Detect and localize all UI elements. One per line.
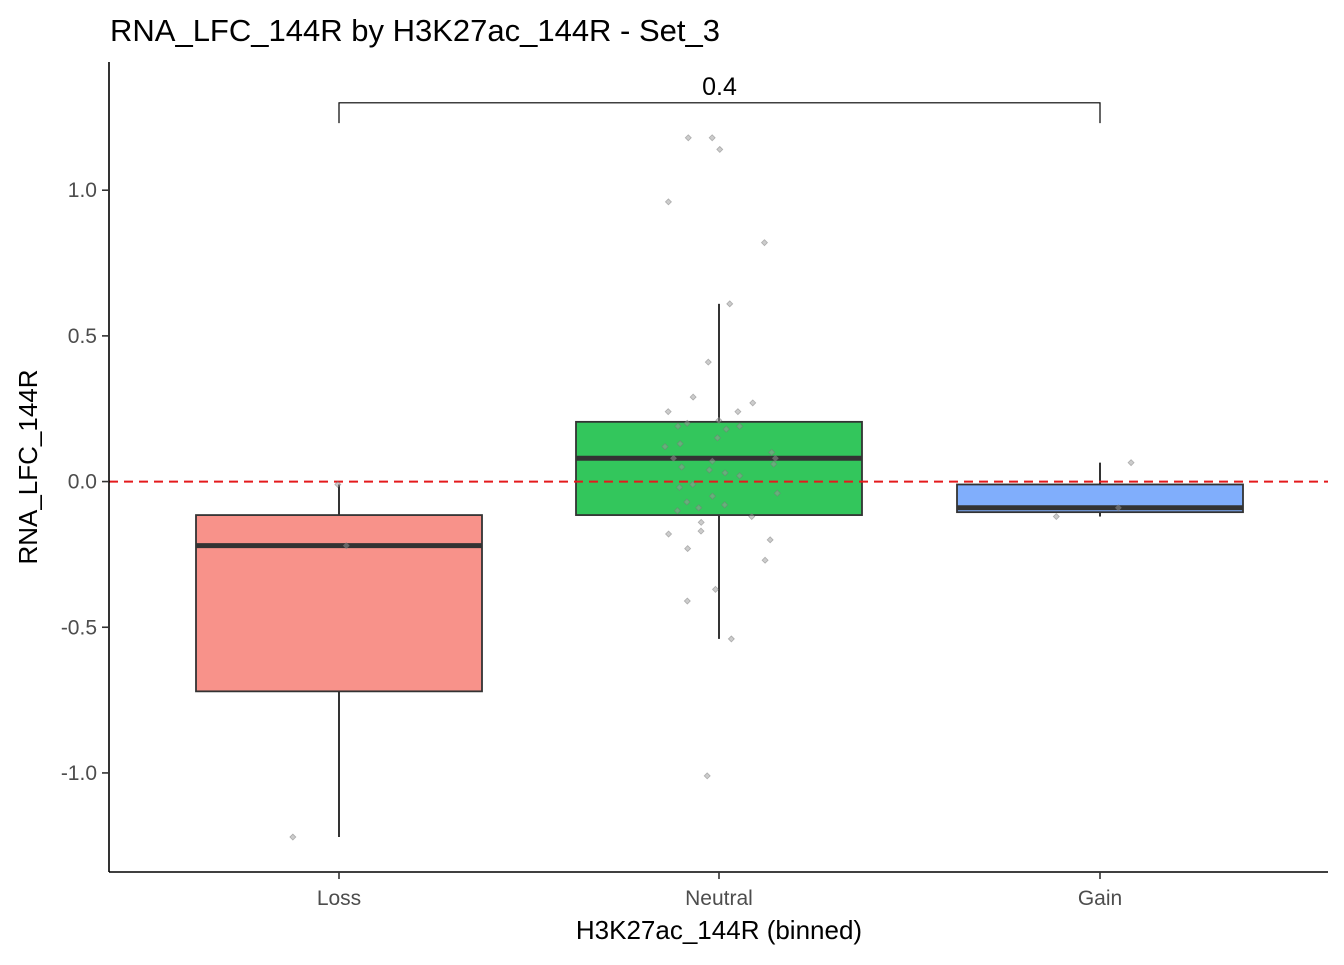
box-rect: [575, 420, 863, 516]
data-point: [716, 145, 724, 153]
data-point: [678, 463, 686, 471]
y-tick-label: 1.0: [68, 179, 97, 202]
x-tick-label: Gain: [1078, 887, 1122, 910]
data-point: [715, 416, 723, 424]
x-axis-title: H3K27ac_144R (binned): [576, 915, 862, 945]
data-point: [773, 489, 781, 497]
data-point: [768, 448, 776, 456]
significance-bracket: [338, 102, 1101, 124]
y-axis-ticks: -1.0 -0.5 0.0 0.5 1.0: [61, 179, 109, 785]
data-point: [1127, 459, 1135, 467]
data-point: [684, 134, 692, 142]
data-point: [683, 498, 691, 506]
y-tick-label: -0.5: [61, 616, 97, 639]
data-point: [736, 472, 744, 480]
data-point: [704, 358, 712, 366]
y-tick-label: -1.0: [61, 762, 97, 785]
significance-label: 0.4: [702, 73, 737, 101]
data-point: [734, 408, 742, 416]
data-point: [664, 408, 672, 416]
data-point: [689, 393, 697, 401]
y-tick-label: 0.5: [68, 325, 97, 348]
data-point: [703, 772, 711, 780]
data-point: [760, 239, 769, 247]
data-point: [766, 536, 774, 544]
data-point: [748, 512, 756, 521]
data-point: [1114, 504, 1122, 512]
box-loss: [195, 484, 483, 838]
x-axis-ticks: Loss Neutral Gain: [317, 872, 1122, 910]
jitter-points: [289, 134, 1135, 841]
data-point: [683, 419, 691, 427]
data-point: [674, 422, 682, 430]
data-point: [676, 440, 684, 448]
box-neutral: [575, 303, 863, 639]
data-point: [761, 556, 769, 564]
data-point: [727, 635, 735, 643]
data-point: [673, 507, 681, 515]
data-point: [697, 518, 705, 526]
data-point: [771, 454, 779, 462]
data-point: [697, 527, 705, 535]
data-point: [669, 454, 678, 462]
chart-title: RNA_LFC_144R by H3K27ac_144R - Set_3: [110, 13, 720, 48]
data-point: [664, 198, 672, 206]
plot-area: 0.4: [109, 73, 1328, 841]
x-tick-label: Loss: [317, 887, 361, 910]
data-point: [770, 460, 778, 468]
data-point: [736, 422, 744, 430]
data-point: [711, 585, 720, 593]
data-point: [1052, 512, 1060, 521]
data-point: [342, 542, 350, 550]
data-point: [722, 425, 730, 433]
data-point: [689, 480, 697, 489]
data-point: [661, 443, 669, 451]
box-gain: [956, 462, 1244, 517]
data-point: [749, 399, 757, 407]
data-point: [664, 530, 673, 538]
data-point: [675, 483, 684, 491]
x-tick-label: Neutral: [685, 887, 753, 910]
data-point: [708, 492, 717, 500]
data-point: [708, 134, 716, 142]
y-tick-label: 0.0: [68, 471, 97, 494]
data-point: [726, 300, 734, 308]
data-point: [705, 466, 713, 474]
data-point: [289, 833, 297, 841]
data-point: [708, 457, 716, 465]
data-point: [721, 469, 729, 477]
data-point: [713, 434, 722, 442]
box-rect: [195, 514, 483, 693]
data-point: [695, 504, 703, 512]
data-point: [334, 480, 342, 489]
data-point: [683, 597, 691, 605]
data-point: [721, 501, 729, 509]
y-axis-title: RNA_LFC_144R: [13, 369, 43, 564]
data-point: [684, 545, 692, 553]
